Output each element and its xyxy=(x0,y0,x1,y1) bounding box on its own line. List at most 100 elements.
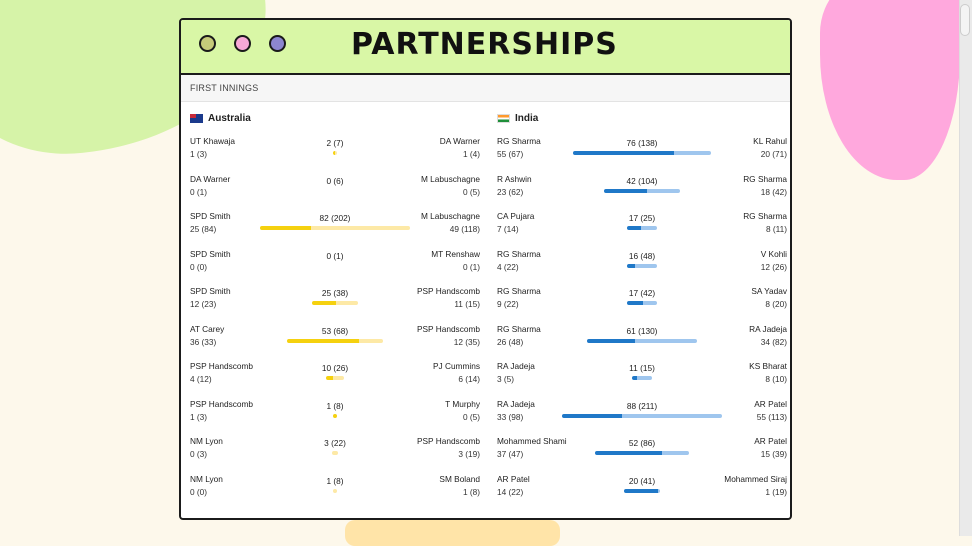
partnership-row: NM Lyon 0 (0) 1 (8) SM Boland 1 (8) xyxy=(190,474,480,512)
partnership-bar xyxy=(632,376,652,380)
partnership-bar xyxy=(333,488,337,493)
partnership-row: SPD Smith 0 (0) 0 (1) MT Renshaw 0 (1) xyxy=(190,249,480,287)
batter-right-name: MT Renshaw xyxy=(431,248,480,259)
bar-right-share xyxy=(657,488,661,493)
batter-left-name: AT Carey xyxy=(190,323,225,334)
partnership-bar xyxy=(332,451,338,455)
batter-right-name: V Kohli xyxy=(760,248,787,259)
bar-right-share xyxy=(333,488,337,493)
team-header: India xyxy=(497,110,787,126)
bar-right-share xyxy=(642,301,658,305)
batter-left-runs: 25 (84) xyxy=(190,224,217,234)
bar-left-share xyxy=(594,451,662,455)
partnership-row: PSP Handscomb 1 (3) 1 (8) T Murphy 0 (5) xyxy=(190,399,480,437)
batter-right-runs: 0 (1) xyxy=(462,261,480,272)
window-dot-olive-icon xyxy=(199,35,216,52)
partnership-row: PSP Handscomb 4 (12) 10 (26) PJ Cummins 6 (1… xyxy=(190,361,480,399)
batter-right-name: AR Patel xyxy=(754,398,787,409)
bar-right-share xyxy=(674,151,712,155)
batter-right-name: M Labuschagne xyxy=(420,173,480,184)
batter-left-runs: 0 (3) xyxy=(190,449,208,459)
batter-left-runs: 23 (62) xyxy=(497,186,524,197)
bar-right-share xyxy=(359,338,384,343)
batter-right-name: PJ Cummins xyxy=(432,361,480,371)
batter-right-name: KL Rahul xyxy=(753,136,787,146)
batter-left-runs: 4 (12) xyxy=(190,374,212,384)
bar-left-share xyxy=(632,376,638,380)
bar-right-share xyxy=(634,338,698,343)
partnership-runs: 3 (22) xyxy=(324,438,346,448)
batter-left-runs: 1 (3) xyxy=(190,411,208,422)
batter-left-runs: 36 (33) xyxy=(190,336,217,347)
partnership-runs: 1 (8) xyxy=(326,475,344,486)
bar-left-share xyxy=(626,301,643,305)
bar-left-share xyxy=(572,151,675,155)
batter-left-name: CA Pujara xyxy=(497,211,535,221)
batter-right-name: PSP Handscomb xyxy=(416,286,480,296)
partnership-runs: 42 (104) xyxy=(626,175,658,186)
partnership-row: RG Sharma 9 (22) 17 (42) SA Yadav 8 (20) xyxy=(497,286,787,324)
batter-right-name: M Labuschagne xyxy=(420,211,480,221)
team-panel-india: India RG Sharma 55 (67) 76 (138) KL Rahul 20… xyxy=(497,110,787,497)
batter-right-name: RG Sharma xyxy=(743,211,787,221)
batter-left-name: RA Jadeja xyxy=(497,361,535,371)
batter-right-runs: 18 (42) xyxy=(760,186,787,197)
batter-left-runs: 26 (48) xyxy=(497,336,524,347)
partnership-bar xyxy=(286,338,384,343)
batter-right-runs: 11 (15) xyxy=(454,299,480,309)
partnership-runs: 52 (86) xyxy=(628,438,656,448)
batter-left-runs: 0 (0) xyxy=(190,261,208,272)
background-blob-yellow xyxy=(345,520,560,546)
partnership-runs: 11 (15) xyxy=(629,363,655,373)
batter-left-name: NM Lyon xyxy=(190,473,223,484)
batter-left-name: R Ashwin xyxy=(497,173,532,184)
batter-left-name: SPD Smith xyxy=(190,248,231,259)
batter-left-runs: 33 (98) xyxy=(497,411,524,422)
bar-left-share xyxy=(260,226,311,230)
page-title: PARTNERSHIPS xyxy=(351,27,618,62)
partnership-row: CA Pujara 7 (14) 17 (25) RG Sharma 8 (11) xyxy=(497,211,787,249)
batter-left-runs: 4 (22) xyxy=(497,261,519,272)
batter-left-name: SPD Smith xyxy=(190,286,231,296)
partnership-row: RG Sharma 26 (48) 61 (130) RA Jadeja 34 (82) xyxy=(497,324,787,362)
bar-left-share xyxy=(312,301,336,305)
scrollbar-thumb[interactable] xyxy=(960,4,970,36)
partnership-runs: 20 (41) xyxy=(628,475,656,486)
batter-right-runs: 1 (8) xyxy=(462,486,480,497)
batter-right-runs: 55 (113) xyxy=(756,411,787,422)
batter-left-name: NM Lyon xyxy=(190,436,223,446)
bar-right-share xyxy=(335,301,358,305)
batter-left-runs: 12 (23) xyxy=(190,299,217,309)
partnership-runs: 76 (138) xyxy=(626,138,658,148)
batter-right-name: DA Warner xyxy=(439,136,480,146)
partnership-row: AT Carey 36 (33) 53 (68) PSP Handscomb 12 (3… xyxy=(190,324,480,362)
bar-left-share xyxy=(586,338,635,343)
partnership-bar xyxy=(312,301,358,305)
batter-right-name: SA Yadav xyxy=(751,286,787,296)
page-scrollbar[interactable] xyxy=(959,0,972,536)
batter-right-runs: 12 (26) xyxy=(760,261,787,272)
batter-right-runs: 8 (11) xyxy=(765,224,787,234)
batter-left-runs: 7 (14) xyxy=(497,224,519,234)
bar-left-share xyxy=(333,151,335,155)
batter-right-runs: 0 (5) xyxy=(462,411,480,422)
partnership-runs: 17 (42) xyxy=(628,288,656,298)
bar-left-share xyxy=(603,188,647,193)
bar-right-share xyxy=(333,376,345,380)
batter-right-runs: 0 (5) xyxy=(462,186,480,197)
bar-left-share xyxy=(325,376,334,380)
batter-left-runs: 3 (5) xyxy=(497,374,515,384)
batter-right-name: T Murphy xyxy=(445,398,480,409)
batter-right-runs: 6 (14) xyxy=(458,374,480,384)
india-flag-icon xyxy=(497,113,510,123)
bar-left-share xyxy=(626,226,641,230)
bar-right-share xyxy=(310,226,410,230)
innings-label: FIRST INNINGS xyxy=(181,75,790,102)
partnership-bar xyxy=(603,188,681,193)
batter-left-name: RG Sharma xyxy=(497,136,541,146)
batter-left-runs: 55 (67) xyxy=(497,149,524,159)
bar-right-share xyxy=(335,151,337,155)
batter-left-runs: 37 (47) xyxy=(497,449,524,459)
partnership-row: RG Sharma 55 (67) 76 (138) KL Rahul 20 (71) xyxy=(497,136,787,174)
bar-right-share xyxy=(646,188,681,193)
